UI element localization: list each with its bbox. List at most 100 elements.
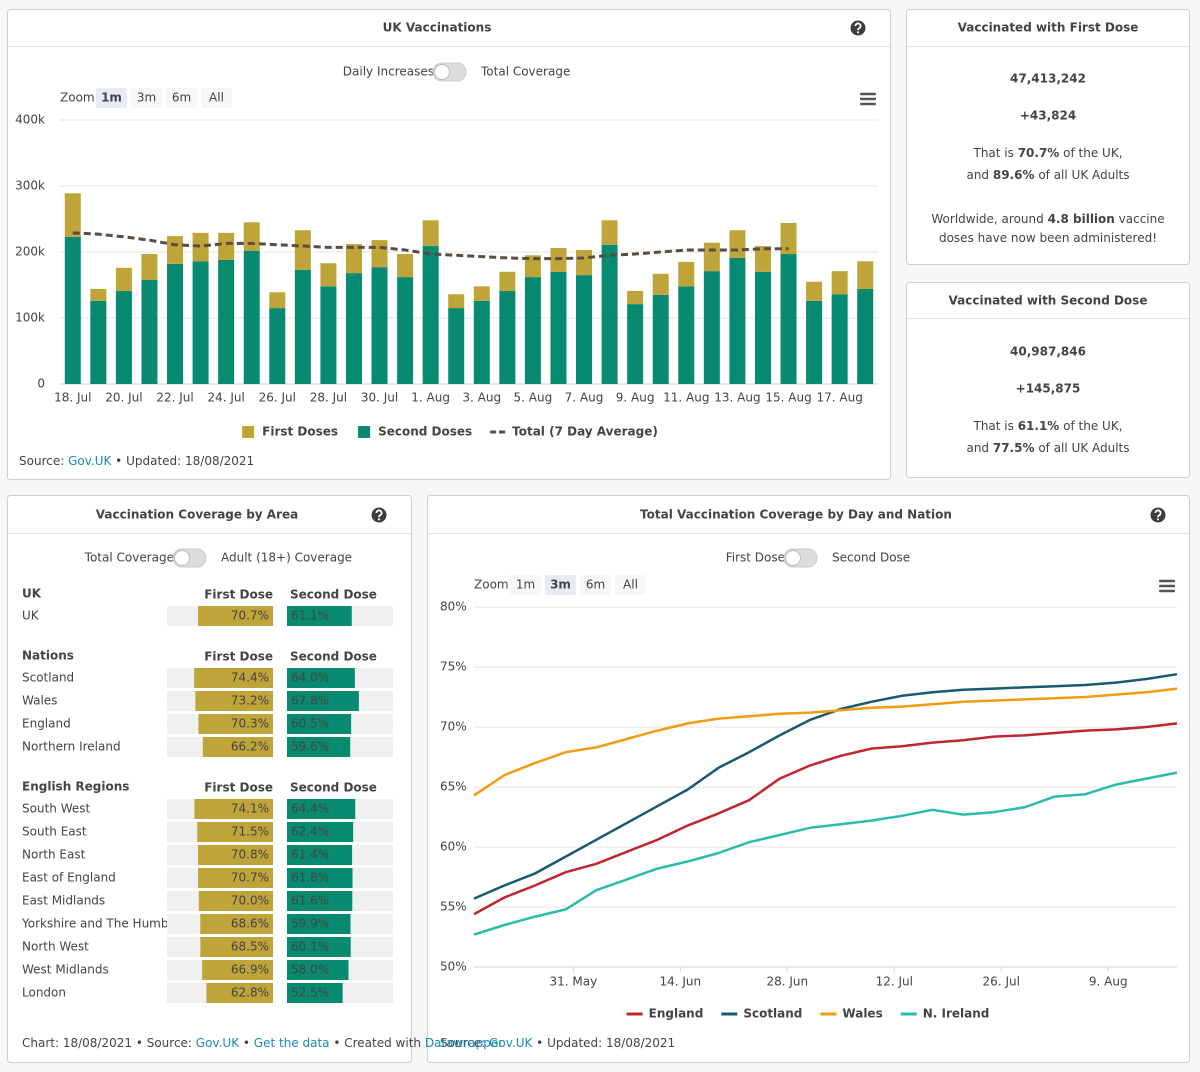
x-tick-label: 28. Jul: [310, 391, 347, 405]
link[interactable]: Datawrapper: [425, 1036, 503, 1050]
link[interactable]: Get the data: [254, 1036, 330, 1050]
x-tick-label: 17. Aug: [816, 391, 862, 405]
bar: [202, 737, 273, 757]
bar-segment: [269, 292, 286, 309]
legend-label[interactable]: Second Doses: [378, 425, 472, 439]
toggle-label[interactable]: First Dose: [726, 551, 785, 565]
x-tick-label: 30. Jul: [361, 391, 398, 405]
bar-segment: [806, 300, 823, 384]
bar: [198, 606, 273, 626]
chart-title: Total Vaccination Coverage by Day and Na…: [640, 508, 952, 522]
legend-label[interactable]: First Doses: [262, 425, 338, 439]
bar-segment: [218, 259, 235, 384]
card-text-part: of the UK,: [1059, 146, 1122, 160]
bar-segment: [371, 267, 388, 384]
bar-segment: [64, 193, 81, 237]
column-header: Second Dose: [290, 781, 377, 795]
average-line: [72, 231, 789, 261]
zoom-button[interactable]: [96, 88, 127, 108]
link[interactable]: Gov.UK: [489, 1036, 533, 1050]
row-label: Yorkshire and The Humber: [21, 917, 181, 931]
value-label: 70.7%: [231, 871, 269, 885]
bar: [200, 937, 273, 957]
value-label: 74.4%: [231, 671, 269, 685]
y-tick-label: 55%: [440, 900, 467, 914]
legend-swatch: [242, 426, 255, 438]
value-label: 58.0%: [291, 963, 329, 977]
card-text-part: 4.8 billion: [1048, 212, 1115, 226]
bar-segment: [627, 304, 644, 384]
card-change: +145,875: [1016, 382, 1081, 396]
source-part: • Updated: 18/08/2021: [532, 1036, 675, 1050]
help-icon[interactable]: [371, 507, 387, 523]
legend-label[interactable]: Wales: [842, 1007, 882, 1021]
help-icon[interactable]: [1150, 507, 1166, 523]
legend-label[interactable]: Total (7 Day Average): [512, 425, 658, 439]
toggle-knob[interactable]: [434, 64, 450, 80]
card-text-part: vaccine: [1115, 212, 1165, 226]
bar: [202, 960, 273, 980]
value-label: 61.1%: [291, 609, 329, 623]
series-line: [473, 771, 1178, 936]
toggle-label[interactable]: Second Dose: [832, 551, 910, 565]
zoom-button-label[interactable]: 1m: [101, 91, 122, 105]
toggle-label[interactable]: Total Coverage: [84, 551, 174, 565]
value-label: 67.8%: [291, 694, 329, 708]
card-title: Vaccinated with First Dose: [958, 21, 1139, 35]
toggle-knob[interactable]: [174, 550, 190, 566]
zoom-button-label[interactable]: 3m: [550, 578, 571, 592]
zoom-label: Zoom: [60, 91, 95, 105]
bar-segment: [192, 232, 209, 262]
menu-icon[interactable]: [1159, 579, 1175, 593]
legend-label[interactable]: England: [649, 1007, 704, 1021]
value-label: 61.4%: [291, 848, 329, 862]
card-text-part: That is: [972, 146, 1017, 160]
zoom-button-label[interactable]: 3m: [137, 91, 156, 105]
card-text: That is 70.7% of the UK,: [972, 146, 1122, 160]
card-text-part: of the UK,: [1059, 419, 1122, 433]
zoom-button-label[interactable]: 6m: [586, 578, 605, 592]
card-text-part: 89.6%: [993, 168, 1035, 182]
zoom-button[interactable]: [580, 575, 611, 595]
bar: [287, 714, 352, 734]
bar-segment: [754, 246, 771, 272]
bar-segment: [806, 281, 823, 301]
zoom-button-label[interactable]: 6m: [172, 91, 191, 105]
zoom-button[interactable]: [131, 88, 162, 108]
row-label: Northern Ireland: [22, 740, 121, 754]
bar-segment: [115, 267, 132, 291]
zoom-button-label[interactable]: 1m: [516, 578, 535, 592]
legend-label[interactable]: N. Ireland: [923, 1007, 990, 1021]
legend-swatch: [358, 426, 371, 438]
help-icon[interactable]: [850, 20, 866, 36]
bar-segment: [141, 279, 158, 384]
bar-segment: [141, 253, 158, 280]
bar-segment: [729, 230, 746, 258]
x-tick-label: 26. Jul: [983, 975, 1020, 989]
link[interactable]: Gov.UK: [196, 1036, 240, 1050]
menu-bar: [860, 102, 876, 106]
zoom-button-label[interactable]: All: [623, 578, 638, 592]
zoom-button[interactable]: [545, 575, 576, 595]
card-text-part: of all UK Adults: [1035, 168, 1130, 182]
zoom-button[interactable]: [510, 575, 541, 595]
bar-segment: [320, 286, 337, 384]
toggle-label[interactable]: Total Coverage: [480, 65, 570, 79]
zoom-button[interactable]: [201, 88, 232, 108]
legend-label[interactable]: Scotland: [743, 1007, 802, 1021]
bar-segment: [371, 240, 388, 268]
bar: [287, 891, 353, 911]
card-text-part: doses have now been administered!: [939, 231, 1157, 245]
link[interactable]: Gov.UK: [68, 454, 112, 468]
toggle-label[interactable]: Adult (18+) Coverage: [221, 551, 352, 565]
zoom-button[interactable]: [615, 575, 646, 595]
bar-segment: [627, 290, 644, 305]
zoom-button-label[interactable]: All: [209, 91, 224, 105]
x-tick-label: 31. May: [549, 975, 597, 989]
menu-icon[interactable]: [860, 92, 876, 106]
toggle-label[interactable]: Daily Increases: [343, 65, 434, 79]
toggle-knob[interactable]: [785, 550, 801, 566]
menu-bar: [860, 92, 876, 96]
y-tick-label: 70%: [440, 720, 467, 734]
zoom-button[interactable]: [166, 88, 197, 108]
